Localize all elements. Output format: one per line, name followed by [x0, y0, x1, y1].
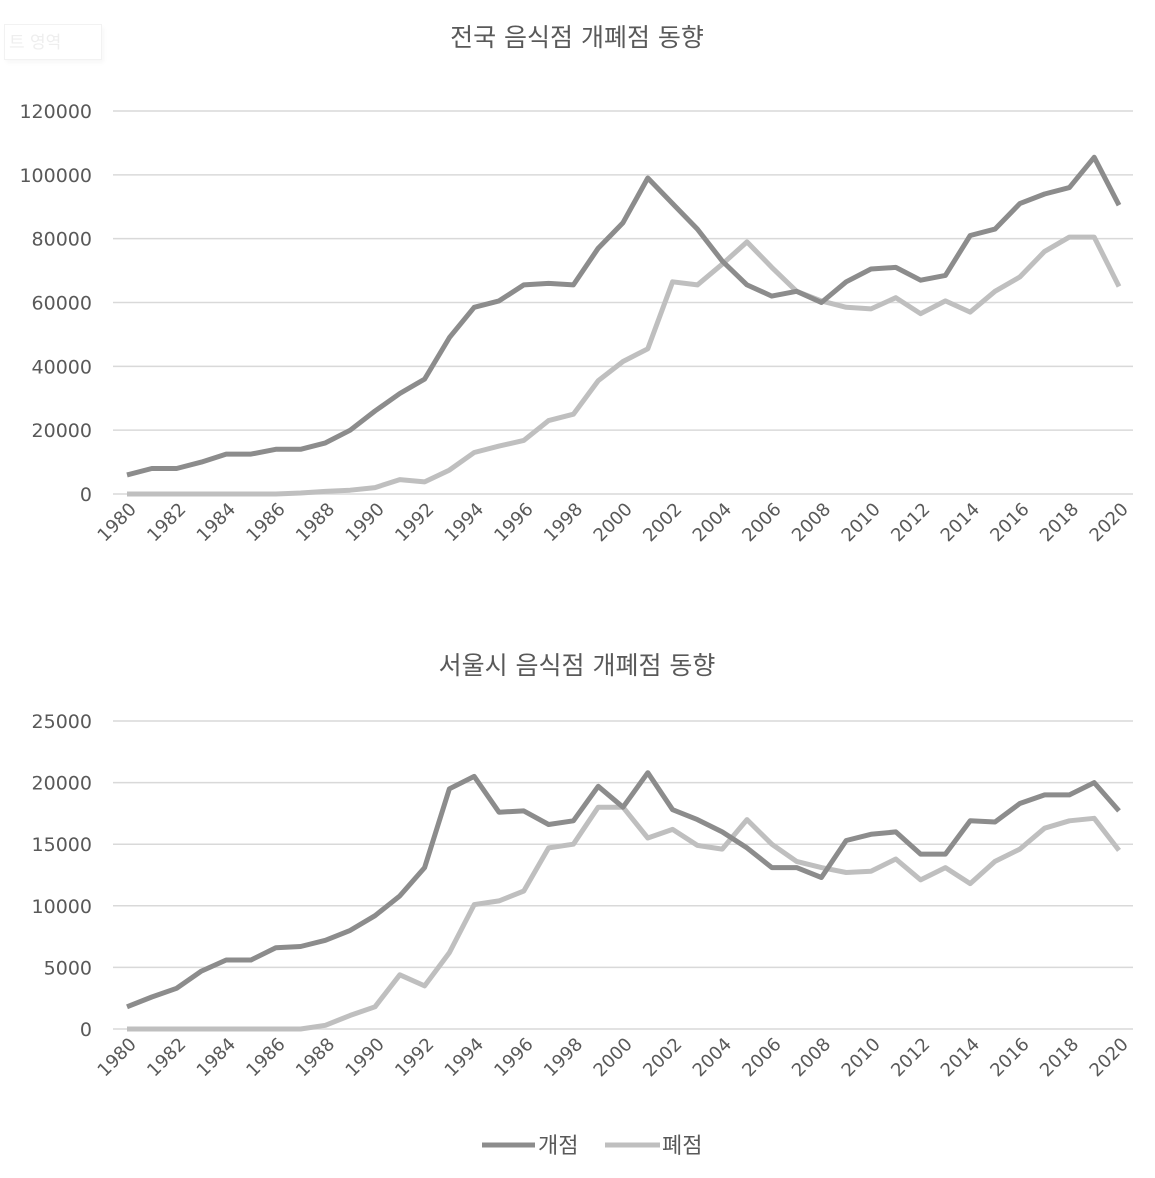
x-tick-label: 1998 — [540, 1034, 587, 1081]
x-tick-label: 2016 — [986, 1034, 1033, 1081]
x-tick-label: 2008 — [788, 499, 835, 546]
x-tick-label: 1990 — [342, 1034, 389, 1081]
x-tick-label: 1994 — [441, 499, 488, 546]
y-tick-label: 25000 — [32, 711, 92, 733]
x-tick-label: 2018 — [1036, 499, 1083, 546]
x-tick-label: 1984 — [193, 1034, 240, 1081]
x-tick-label: 2010 — [838, 1034, 885, 1081]
y-tick-label: 20000 — [32, 420, 92, 442]
y-tick-label: 80000 — [32, 229, 92, 251]
y-tick-label: 20000 — [32, 773, 92, 795]
x-tick-label: 1996 — [490, 499, 537, 546]
x-tick-label: 2002 — [639, 1034, 686, 1081]
x-tick-label: 1996 — [490, 1034, 537, 1081]
y-tick-label: 40000 — [32, 356, 92, 378]
x-tick-label: 1986 — [242, 499, 289, 546]
x-tick-label: 2008 — [788, 1034, 835, 1081]
x-tick-label: 2014 — [937, 1034, 984, 1081]
x-tick-label: 2004 — [689, 499, 736, 546]
x-tick-label: 2012 — [887, 1034, 934, 1081]
x-tick-label: 2014 — [937, 499, 984, 546]
x-tick-label: 2006 — [738, 1034, 785, 1081]
x-tick-label: 1992 — [391, 499, 438, 546]
series-line-close — [127, 804, 1121, 1032]
x-tick-label: 2010 — [838, 499, 885, 546]
x-tick-label: 1986 — [242, 1034, 289, 1081]
x-tick-label: 2012 — [887, 499, 934, 546]
x-tick-label: 2020 — [1086, 1034, 1133, 1081]
x-tick-label: 1988 — [292, 499, 339, 546]
y-tick-label: 100000 — [19, 165, 92, 187]
x-tick-label: 2016 — [986, 499, 1033, 546]
x-tick-label: 1982 — [143, 499, 190, 546]
y-tick-label: 120000 — [19, 101, 92, 123]
x-tick-label: 2000 — [590, 499, 637, 546]
legend: 개점 폐점 — [482, 1134, 702, 1159]
seoul-chart: 서울시 음식점 개폐점 동향 0 5000 10000 15000 20000 25000 1… — [32, 651, 1133, 1081]
x-tick-label: 2018 — [1036, 1034, 1083, 1081]
series-line-open — [126, 770, 1121, 1010]
y-tick-label: 10000 — [32, 896, 92, 918]
x-tick-label: 2020 — [1086, 499, 1133, 546]
legend-label-open: 개점 — [538, 1134, 578, 1159]
x-tick-label: 1998 — [540, 499, 587, 546]
series-line-close — [127, 234, 1122, 497]
x-tick-label: 2000 — [590, 1034, 637, 1081]
series-line-open — [126, 154, 1122, 478]
y-tick-label: 60000 — [32, 293, 92, 315]
x-tick-label: 1988 — [292, 1034, 339, 1081]
x-tick-label: 2004 — [689, 1034, 736, 1081]
national-chart: 전국 음식점 개폐점 동향 0 20000 40000 60000 80000 100000… — [19, 23, 1133, 546]
y-tick-label: 15000 — [32, 834, 92, 856]
x-tick-label: 1982 — [143, 1034, 190, 1081]
chart-title: 서울시 음식점 개폐점 동향 — [439, 651, 716, 680]
y-tick-label: 0 — [80, 484, 92, 506]
x-tick-label: 1980 — [94, 1034, 141, 1081]
legend-label-close: 폐점 — [662, 1134, 702, 1159]
x-tick-label: 1990 — [342, 499, 389, 546]
ghost-overlay-label: 트 영역 — [4, 24, 102, 60]
y-tick-label: 5000 — [44, 957, 92, 979]
x-tick-label: 1980 — [94, 499, 141, 546]
x-tick-label: 1992 — [391, 1034, 438, 1081]
y-tick-label: 0 — [80, 1019, 92, 1041]
x-tick-label: 2002 — [639, 499, 686, 546]
x-tick-label: 1984 — [193, 499, 240, 546]
x-tick-label: 2006 — [738, 499, 785, 546]
x-tick-label: 1994 — [441, 1034, 488, 1081]
chart-title: 전국 음식점 개폐점 동향 — [450, 23, 704, 52]
